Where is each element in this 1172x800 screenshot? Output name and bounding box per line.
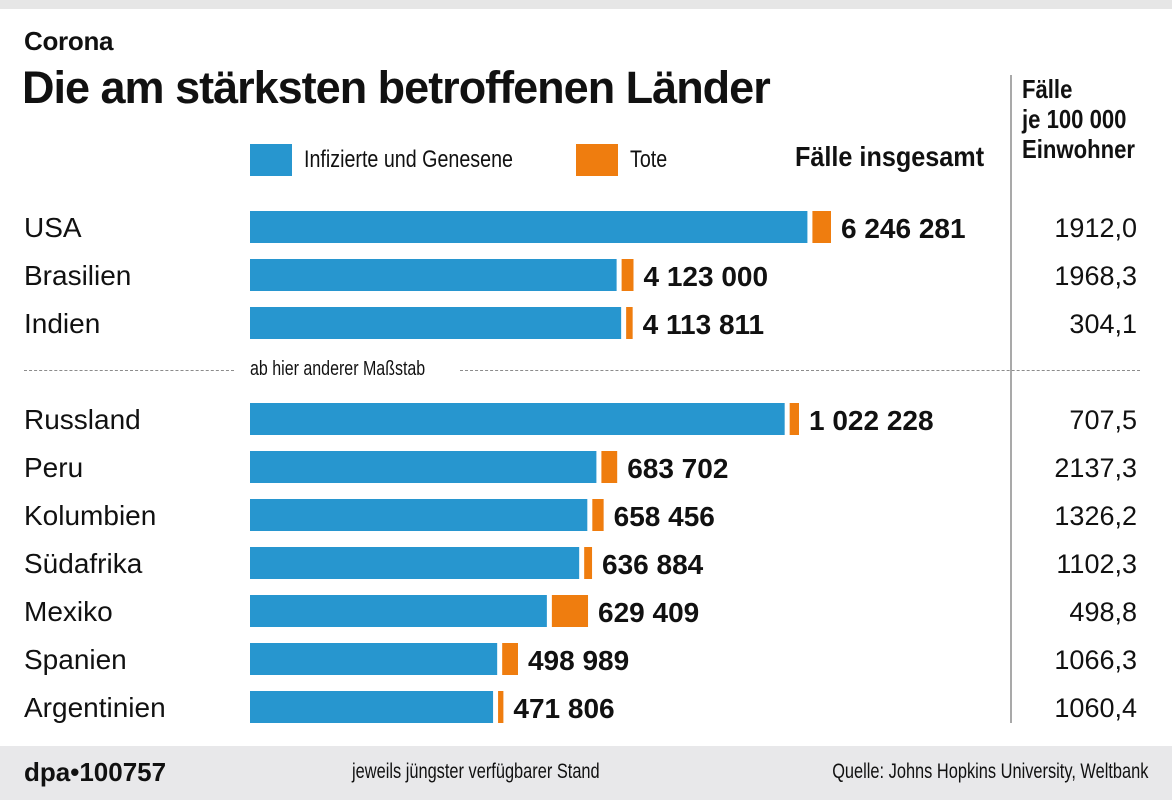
country-label: Südafrika (24, 548, 143, 579)
scale-separator-label: ab hier anderer Maßstab (250, 358, 426, 380)
top-band (0, 0, 1172, 9)
bar-infected (250, 643, 498, 675)
country-label: Russland (24, 404, 141, 435)
country-label: Spanien (24, 644, 127, 675)
legend-item-deaths: Tote (576, 144, 675, 176)
total-label: 498 989 (528, 645, 629, 676)
legend-label-infected: Infizierte und Genesene (304, 146, 513, 173)
kicker: Corona (24, 26, 114, 56)
bar-infected (250, 307, 622, 339)
bar-infected (250, 211, 808, 243)
column-header-total: Fälle insgesamt (794, 141, 984, 172)
country-label: Mexiko (24, 596, 113, 627)
footer-source: Quelle: Johns Hopkins University, Weltba… (831, 760, 1148, 783)
bar-infected (250, 595, 547, 627)
footer-logo: dpa•100757 (24, 757, 167, 787)
bar-deaths (584, 547, 593, 579)
bar-infected (250, 259, 617, 291)
bar-infected (250, 691, 494, 723)
bar-infected (250, 451, 597, 483)
total-label: 471 806 (513, 693, 614, 724)
bar-infected (250, 547, 580, 579)
total-label: 658 456 (614, 501, 715, 532)
legend-swatch-deaths (576, 144, 618, 176)
rate-header-line: je 100 000 (1022, 104, 1127, 134)
per-100k-value: 2137,3 (1054, 453, 1137, 483)
country-label: Kolumbien (24, 500, 156, 531)
legend-label-deaths: Tote (630, 146, 668, 173)
per-100k-value: 1326,2 (1054, 501, 1137, 531)
rate-header-line: Einwohner (1022, 134, 1135, 164)
rate-header-line: Fälle (1022, 74, 1073, 104)
bar-infected (250, 499, 588, 531)
country-label: Brasilien (24, 260, 131, 291)
column-header-rate: Fälle je 100 000 Einwohner (1022, 74, 1135, 164)
scale-separator-left (24, 370, 234, 371)
legend-item-infected: Infizierte und Genesene (250, 144, 559, 176)
country-label: Peru (24, 452, 83, 483)
per-100k-value: 1912,0 (1054, 213, 1137, 243)
total-label: 683 702 (627, 453, 728, 484)
per-100k-value: 304,1 (1069, 309, 1137, 339)
footer (0, 746, 1172, 800)
column-divider (1010, 75, 1012, 723)
bar-deaths (812, 211, 831, 243)
per-100k-value: 1060,4 (1054, 693, 1137, 723)
bar-deaths (502, 643, 518, 675)
bar-deaths (592, 499, 604, 531)
per-100k-value: 1102,3 (1056, 549, 1137, 579)
total-label: 4 123 000 (644, 261, 769, 292)
bar-deaths (621, 259, 634, 291)
total-label: 1 022 228 (809, 405, 934, 436)
bar-deaths (551, 595, 589, 627)
scale-separator-right (460, 370, 1140, 371)
total-label: 629 409 (598, 597, 699, 628)
bar-deaths (498, 691, 504, 723)
bar-deaths (601, 451, 618, 483)
chart-title: Die am stärksten betroffenen Länder (22, 62, 771, 113)
country-label: Indien (24, 308, 100, 339)
country-label: Argentinien (24, 692, 166, 723)
per-100k-value: 1066,3 (1054, 645, 1137, 675)
total-label: 6 246 281 (841, 213, 966, 244)
per-100k-value: 707,5 (1069, 405, 1137, 435)
per-100k-value: 498,8 (1069, 597, 1137, 627)
legend-swatch-infected (250, 144, 292, 176)
per-100k-value: 1968,3 (1054, 261, 1137, 291)
footer-note: jeweils jüngster verfügbarer Stand (352, 760, 600, 783)
bar-deaths (789, 403, 799, 435)
total-label: 636 884 (602, 549, 704, 580)
country-label: USA (24, 212, 82, 243)
bar-infected (250, 403, 785, 435)
total-label: 4 113 811 (643, 309, 764, 340)
bar-deaths (626, 307, 633, 339)
